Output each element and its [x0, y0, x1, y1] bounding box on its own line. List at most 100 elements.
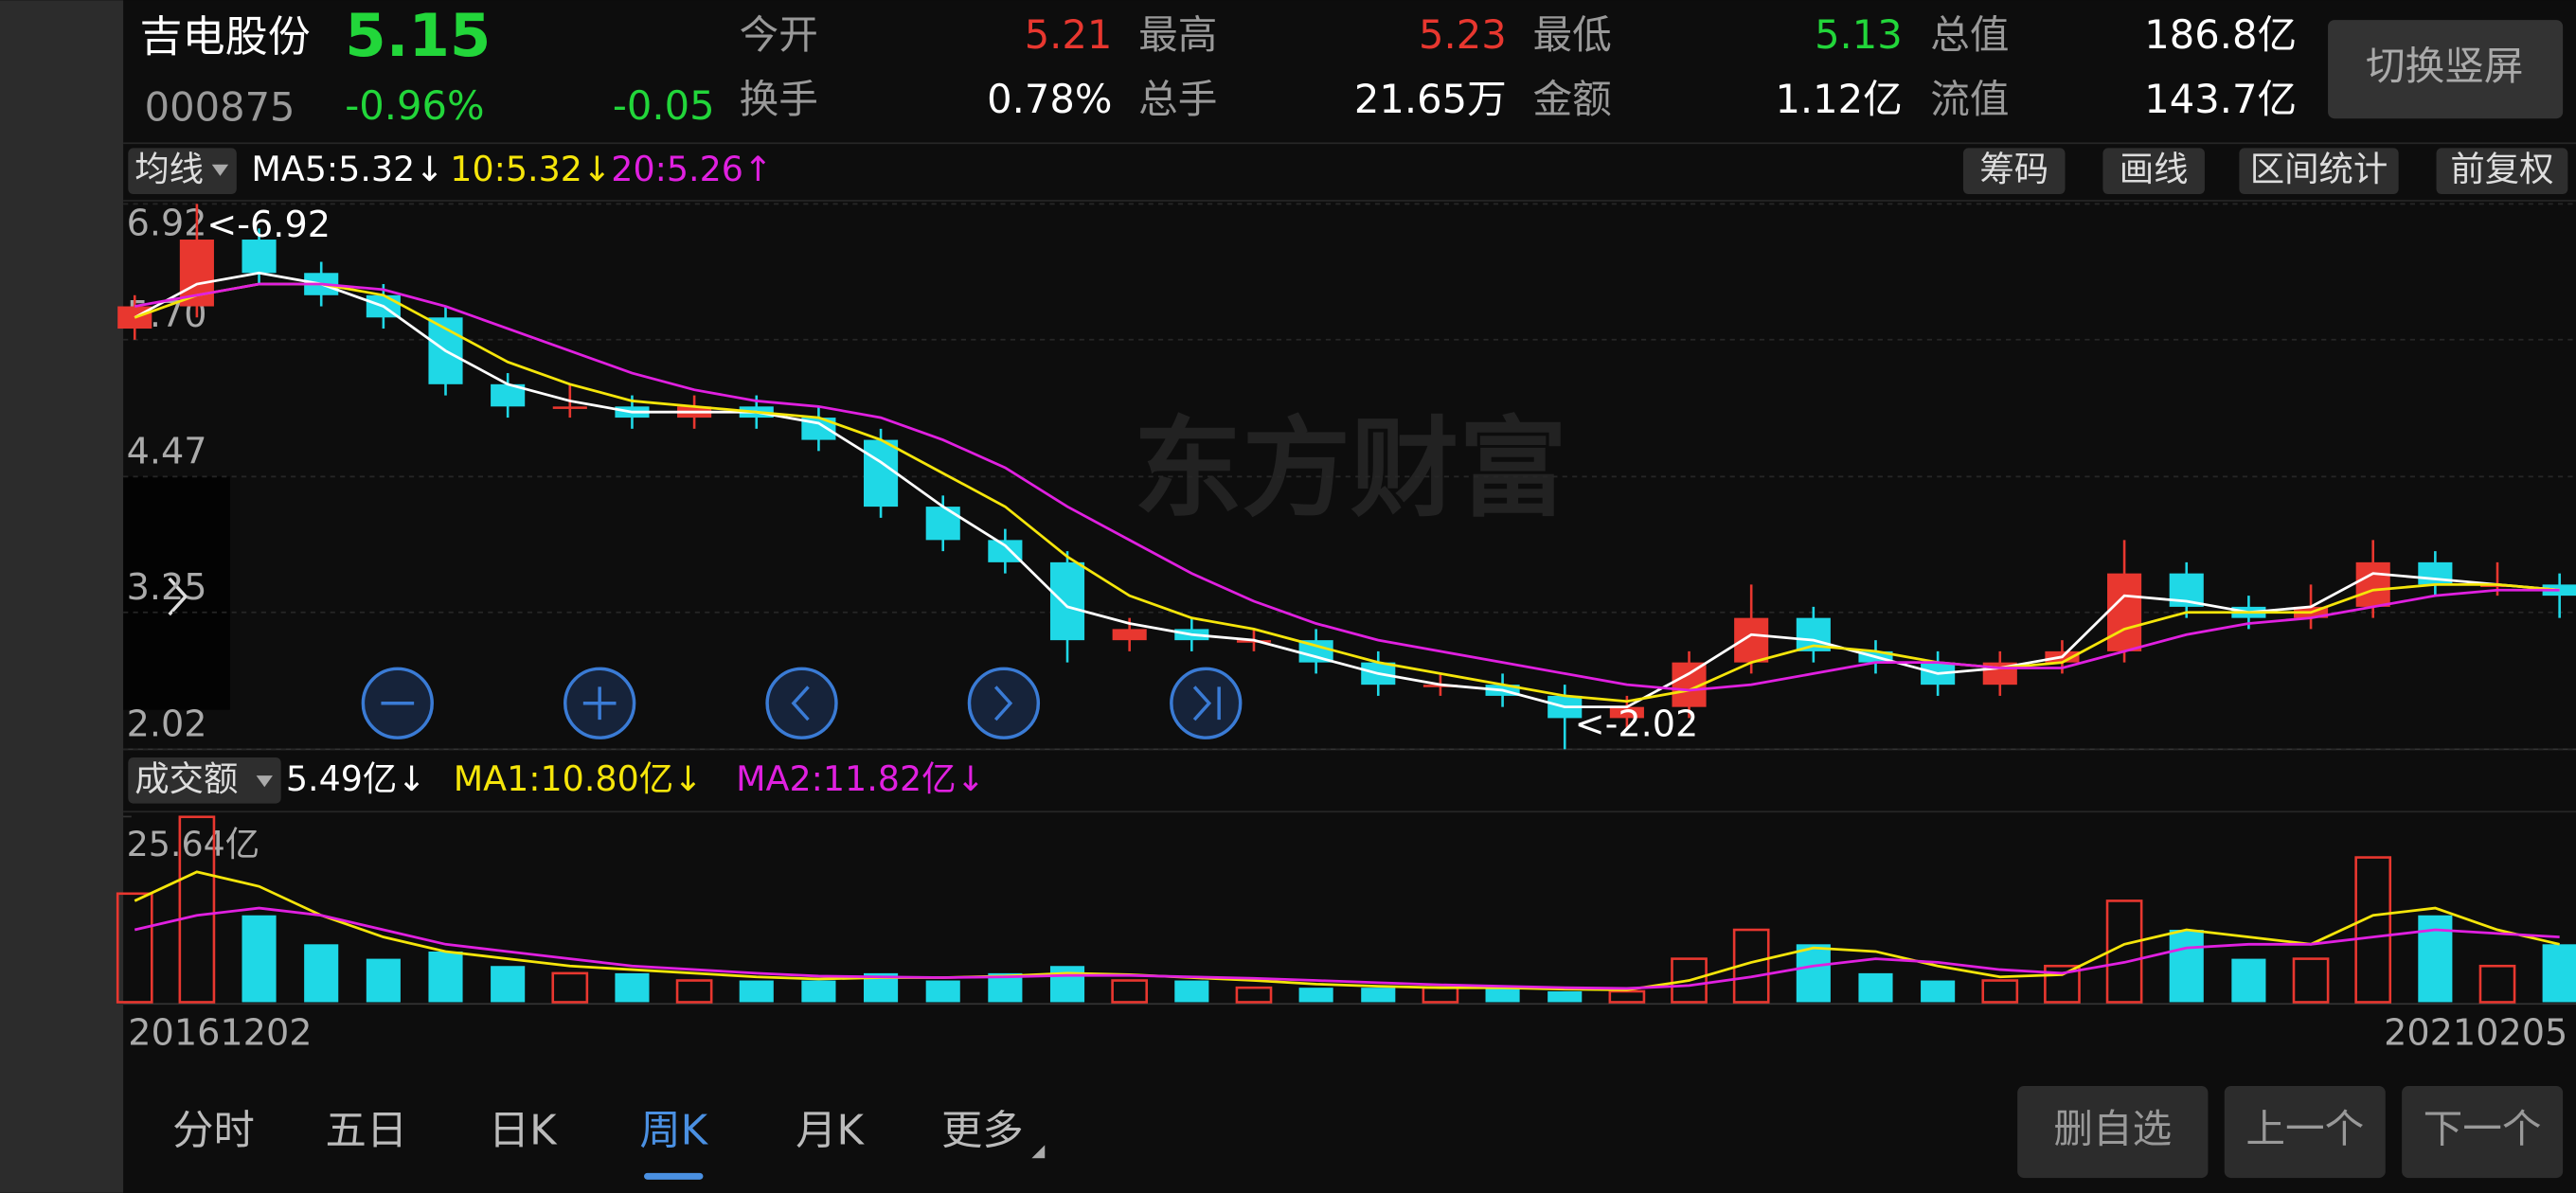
volume-bar — [1796, 944, 1831, 1003]
volume-bar — [1547, 991, 1583, 1003]
volume-bar — [2478, 964, 2516, 1004]
volume-bar — [801, 980, 836, 1003]
volume-legend: MA2:11.82亿↓ — [736, 758, 985, 799]
volume-bar — [242, 915, 277, 1003]
candle-body — [1609, 706, 1644, 719]
tool-button[interactable] — [2102, 148, 2205, 194]
stock-name: 吉电股份 — [139, 11, 310, 62]
expand-arrow[interactable] — [168, 577, 188, 616]
volume-bar — [1485, 988, 1520, 1003]
tool-label: 画线 — [2120, 149, 2189, 189]
volume-bar — [1111, 979, 1149, 1004]
dropdown-icon — [256, 775, 273, 788]
volume-bar — [1921, 980, 1956, 1003]
tab[interactable]: 更多 — [941, 1108, 1024, 1155]
annotation: <-6.92 — [206, 204, 331, 245]
stat-label: 最高 — [1138, 11, 1217, 58]
annotation: <-2.02 — [1575, 703, 1699, 745]
pan-left[interactable] — [765, 667, 838, 739]
candle-body — [1049, 561, 1085, 641]
stat-value: 21.65万 — [1354, 76, 1507, 122]
tool-button[interactable] — [2239, 148, 2399, 194]
volume-bar — [1608, 989, 1646, 1004]
stock-price: 5.15 — [345, 1, 491, 70]
volume-bar — [739, 980, 774, 1003]
ma5: MA5:5.32↓ — [251, 149, 443, 189]
volume-bar — [2542, 944, 2576, 1003]
action-button[interactable] — [2017, 1085, 2209, 1179]
volume-bar — [2292, 957, 2330, 1004]
volume-bar — [116, 892, 153, 1004]
change: -0.05 — [613, 82, 715, 129]
stat-label: 换手 — [740, 76, 818, 122]
tab[interactable]: 分时 — [172, 1108, 255, 1155]
action-label: 下一个 — [2424, 1106, 2542, 1152]
tab[interactable]: 周K — [639, 1108, 708, 1155]
tool-button[interactable] — [1962, 148, 2066, 194]
action-button[interactable] — [2402, 1085, 2564, 1179]
volume-bar — [1981, 979, 2019, 1004]
stat-value: 5.21 — [1025, 11, 1113, 58]
stat-label: 今开 — [740, 11, 818, 58]
pan-right[interactable] — [967, 667, 1041, 739]
side-strip — [0, 0, 124, 1193]
volume-bar — [178, 815, 216, 1004]
ma-menu-bg[interactable] — [128, 148, 237, 194]
tool-button[interactable] — [2436, 148, 2568, 194]
volume-bar — [491, 966, 526, 1003]
stat-value: 0.78% — [987, 76, 1112, 122]
volume-bar — [1174, 980, 1209, 1003]
stat-label: 总手 — [1138, 76, 1217, 122]
stat-value: 5.13 — [1815, 11, 1903, 58]
y-tick-label: 4.47 — [127, 431, 207, 472]
volume-bar — [428, 951, 463, 1003]
volume-bar — [2354, 856, 2392, 1004]
volume-bar — [2169, 930, 2204, 1003]
volume-bar — [366, 958, 401, 1003]
tool-label: 前复权 — [2450, 149, 2553, 189]
volume-menu: 成交额 — [134, 758, 238, 799]
rotate-button[interactable] — [2328, 20, 2564, 119]
volume-bar — [1298, 988, 1333, 1003]
volume-bar — [1049, 966, 1085, 1003]
volume-ma-line — [134, 906, 2560, 990]
ma-line — [134, 282, 2560, 692]
volume-bar — [1671, 957, 1708, 1004]
action-button[interactable] — [2224, 1085, 2386, 1179]
action-label: 删自选 — [2053, 1106, 2172, 1152]
tab[interactable]: 月K — [796, 1108, 865, 1155]
y-tick-label: 25.64亿 — [127, 824, 260, 864]
ma-line — [134, 271, 2560, 709]
volume-bar — [1235, 986, 1273, 1004]
candle-body — [1734, 617, 1769, 663]
candle-body — [1298, 640, 1333, 663]
volume-menu-bg[interactable] — [128, 757, 281, 804]
volume-bar — [2044, 964, 2081, 1004]
tab[interactable]: 五日 — [325, 1108, 407, 1155]
volume-bar — [925, 980, 960, 1003]
stock-code: 000875 — [145, 84, 295, 131]
ma10: 10:5.32↓ — [450, 149, 611, 189]
tool-label: 筹码 — [1979, 149, 2048, 189]
candle-body — [864, 439, 899, 507]
pan-end[interactable] — [1170, 667, 1243, 739]
tab-indicator — [644, 1172, 704, 1180]
y-tick-label: 3.25 — [127, 566, 207, 608]
candle-body — [801, 418, 836, 440]
y-tick-label: 2.02 — [127, 703, 207, 745]
candle-body — [988, 540, 1023, 562]
tool-label: 区间统计 — [2250, 149, 2388, 189]
side-handle[interactable] — [123, 476, 230, 710]
volume-bar — [1361, 988, 1396, 1003]
zoom-controls — [361, 667, 1243, 739]
candle-body — [491, 383, 526, 407]
stat-value: 143.7亿 — [2144, 76, 2297, 122]
stat-label: 总值 — [1930, 11, 2009, 58]
rotate-label: 切换竖屏 — [2366, 43, 2524, 89]
tab[interactable]: 日K — [489, 1108, 558, 1155]
volume-bar — [551, 971, 589, 1004]
y-tick-label: 6.92 — [127, 202, 207, 243]
ma-line — [134, 282, 2560, 703]
volume-bar — [2231, 958, 2266, 1003]
